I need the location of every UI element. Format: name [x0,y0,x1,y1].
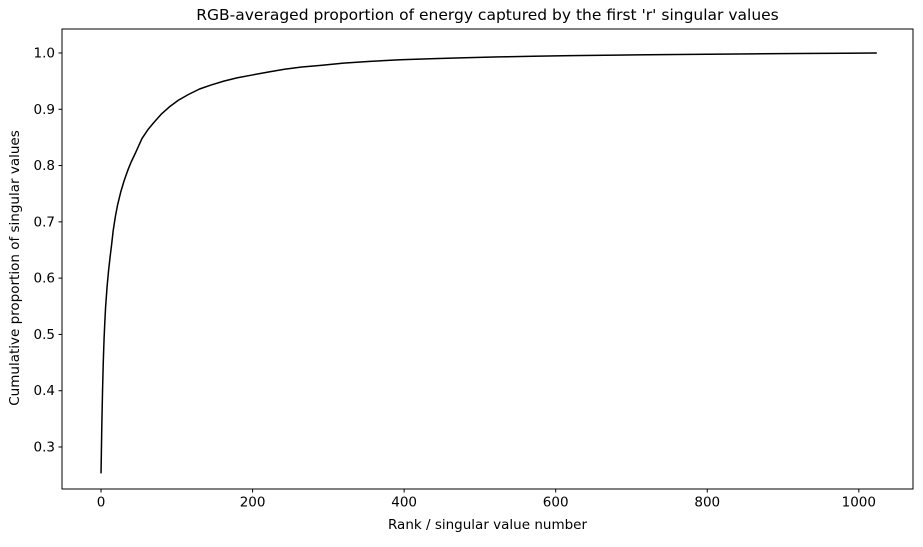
chart-title: RGB-averaged proportion of energy captur… [196,6,779,24]
x-tick-label: 200 [240,495,266,511]
y-tick-label: 0.6 [34,271,55,287]
x-tick-label: 400 [391,495,417,511]
y-tick-label: 1.0 [34,45,55,61]
data-line-cumulative-energy [100,52,877,474]
y-tick-label: 0.3 [34,440,55,456]
y-tick-label: 0.4 [34,383,55,399]
x-axis-label: Rank / singular value number [387,517,588,533]
x-tick-label: 800 [694,495,720,511]
y-tick-label: 0.5 [34,327,55,343]
x-tick-label: 600 [543,495,569,511]
axes-spines [61,28,914,490]
x-tick-label: 0 [97,495,106,511]
y-tick-label: 0.8 [34,158,55,174]
x-tick-label: 1000 [842,495,876,511]
y-axis-label: Cumulative proportion of singular values [7,130,23,406]
y-tick-label: 0.9 [34,102,55,118]
y-tick-label: 0.7 [34,214,55,230]
